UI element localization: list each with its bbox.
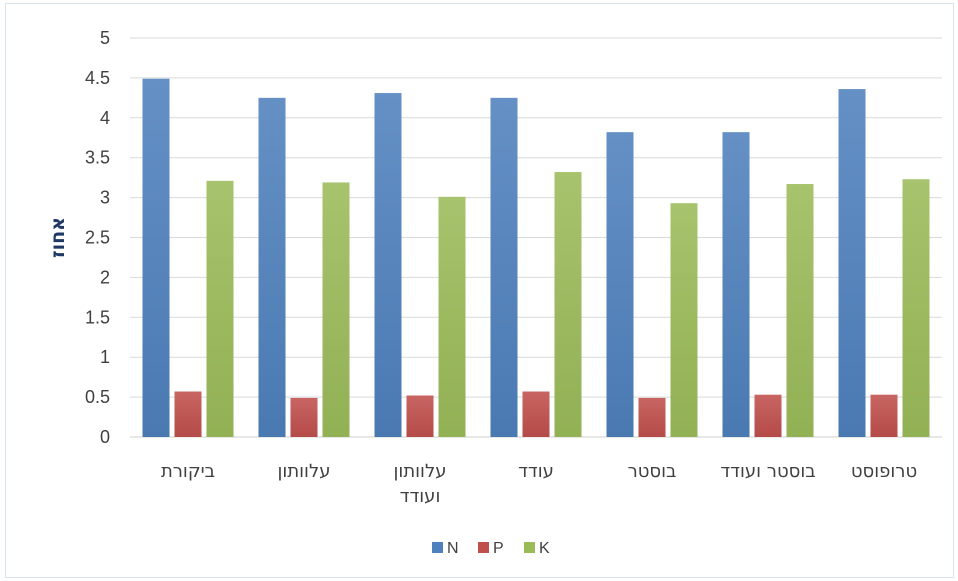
bar-k	[786, 184, 814, 437]
bar-p	[638, 397, 666, 437]
y-axis-title: אחוז	[47, 217, 69, 258]
bar-n	[258, 97, 286, 437]
x-category-label: בוסטר	[628, 461, 677, 482]
bar-n	[838, 89, 866, 438]
bar-k	[206, 180, 234, 438]
legend-swatch-n	[432, 542, 443, 553]
bar-n	[374, 93, 402, 437]
x-category-label: עלוותון	[278, 461, 331, 482]
y-tick-label: 3.5	[85, 148, 110, 168]
bar-n	[142, 78, 170, 437]
bar-n	[490, 97, 518, 437]
bar-p	[174, 391, 202, 437]
y-tick-label: 2	[100, 267, 110, 287]
y-tick-label: 2.5	[85, 228, 110, 248]
y-tick-label: 4	[100, 108, 110, 128]
legend-label: N	[447, 540, 459, 557]
legend-label: P	[493, 540, 504, 557]
y-tick-label: 5	[100, 28, 110, 48]
y-tick-label: 4.5	[85, 68, 110, 88]
legend-label: K	[539, 540, 550, 557]
legend-swatch-p	[478, 542, 489, 553]
bar-k	[554, 172, 582, 437]
bar-p	[870, 394, 898, 437]
legend-swatch-k	[524, 542, 535, 553]
x-axis-labels: ביקורת עלוותון עלוותון ועודד עודד בוסטר בוסטר …	[161, 461, 917, 507]
y-tick-label: 0.5	[85, 387, 110, 407]
bar-p	[406, 395, 434, 437]
y-axis-ticks: 0 0.5 1 1.5 2 2.5 3 3.5 4 4.5 5	[85, 28, 110, 447]
x-category-label: עודד	[518, 461, 554, 482]
bar-p	[522, 391, 550, 437]
x-category-label: ביקורת	[161, 461, 215, 482]
bars	[142, 78, 930, 438]
y-tick-label: 1	[100, 347, 110, 367]
x-category-label: עלוותון	[394, 461, 447, 482]
bar-p	[754, 394, 782, 437]
x-category-label: טרופוסט	[851, 461, 917, 482]
bar-p	[290, 397, 318, 437]
y-tick-label: 0	[100, 427, 110, 447]
y-tick-label: 1.5	[85, 307, 110, 327]
bar-k	[438, 196, 466, 437]
bar-k	[902, 179, 930, 437]
bar-k	[670, 203, 698, 437]
y-tick-label: 3	[100, 188, 110, 208]
x-category-label: בוסטר ועודד	[720, 461, 815, 482]
gridlines	[130, 37, 942, 438]
x-category-label: ועודד	[400, 486, 441, 507]
bar-k	[322, 182, 350, 437]
bar-n	[606, 132, 634, 437]
bar-n	[722, 132, 750, 437]
